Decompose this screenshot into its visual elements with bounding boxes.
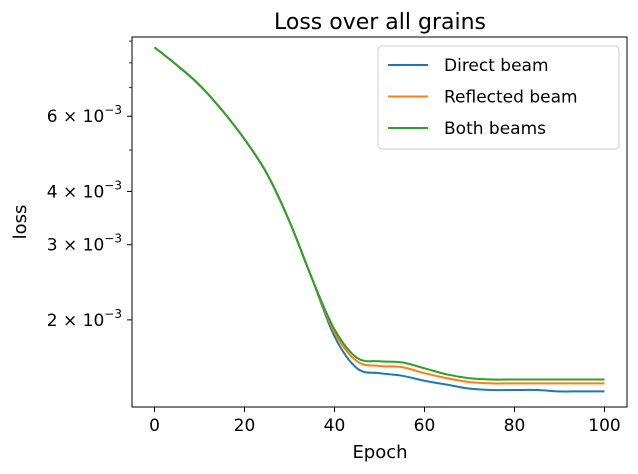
- x-axis: 0 20 40 60 80 100: [149, 407, 621, 436]
- y-tick-label: 4 × 10−3: [47, 178, 122, 202]
- x-axis-label: Epoch: [352, 442, 407, 463]
- x-tick-label: 40: [324, 416, 346, 436]
- legend-label: Reflected beam: [444, 88, 578, 108]
- x-tick-label: 0: [149, 416, 160, 436]
- chart-title: Loss over all grains: [274, 10, 486, 35]
- y-axis: 6 × 10−3 4 × 10−3 3 × 10−3 2 × 10−3: [47, 40, 132, 331]
- y-axis-label: loss: [10, 205, 31, 240]
- series-line-2: [153, 46, 605, 381]
- x-tick-label: 80: [504, 416, 526, 436]
- y-tick-label: 2 × 10−3: [47, 307, 122, 331]
- x-tick-label: 100: [588, 416, 620, 436]
- y-tick-label: 6 × 10−3: [47, 103, 122, 127]
- x-tick-label: 20: [234, 416, 256, 436]
- legend-box: [377, 45, 620, 150]
- x-tick-label: 60: [414, 416, 436, 436]
- plot-frame: [131, 36, 628, 408]
- y-tick-label: 3 × 10−3: [47, 232, 122, 256]
- legend-label: Both beams: [444, 119, 546, 139]
- legend-label: Direct beam: [444, 56, 549, 76]
- legend: Direct beam Reflected beam Both beams: [377, 45, 620, 150]
- plot-area: [153, 46, 605, 393]
